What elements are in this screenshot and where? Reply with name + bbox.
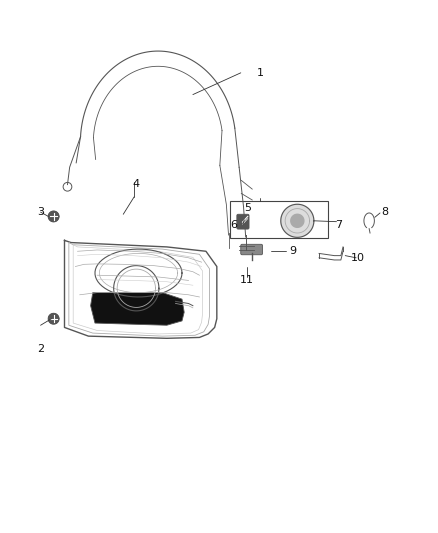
- Polygon shape: [49, 211, 59, 222]
- Text: 9: 9: [290, 246, 297, 256]
- Text: 4: 4: [133, 179, 140, 189]
- Polygon shape: [291, 214, 304, 228]
- Bar: [230, 201, 328, 238]
- Text: 3: 3: [37, 207, 44, 217]
- Polygon shape: [49, 313, 59, 324]
- Text: 1: 1: [257, 68, 264, 78]
- Polygon shape: [281, 204, 314, 237]
- Text: 11: 11: [240, 274, 254, 285]
- Text: 6: 6: [231, 220, 238, 230]
- Text: 7: 7: [335, 220, 342, 230]
- Text: 10: 10: [351, 253, 365, 263]
- Text: 2: 2: [37, 344, 44, 354]
- Text: 8: 8: [381, 207, 388, 217]
- Text: 5: 5: [244, 203, 251, 213]
- FancyBboxPatch shape: [237, 214, 249, 229]
- FancyBboxPatch shape: [241, 244, 262, 255]
- Polygon shape: [91, 293, 184, 325]
